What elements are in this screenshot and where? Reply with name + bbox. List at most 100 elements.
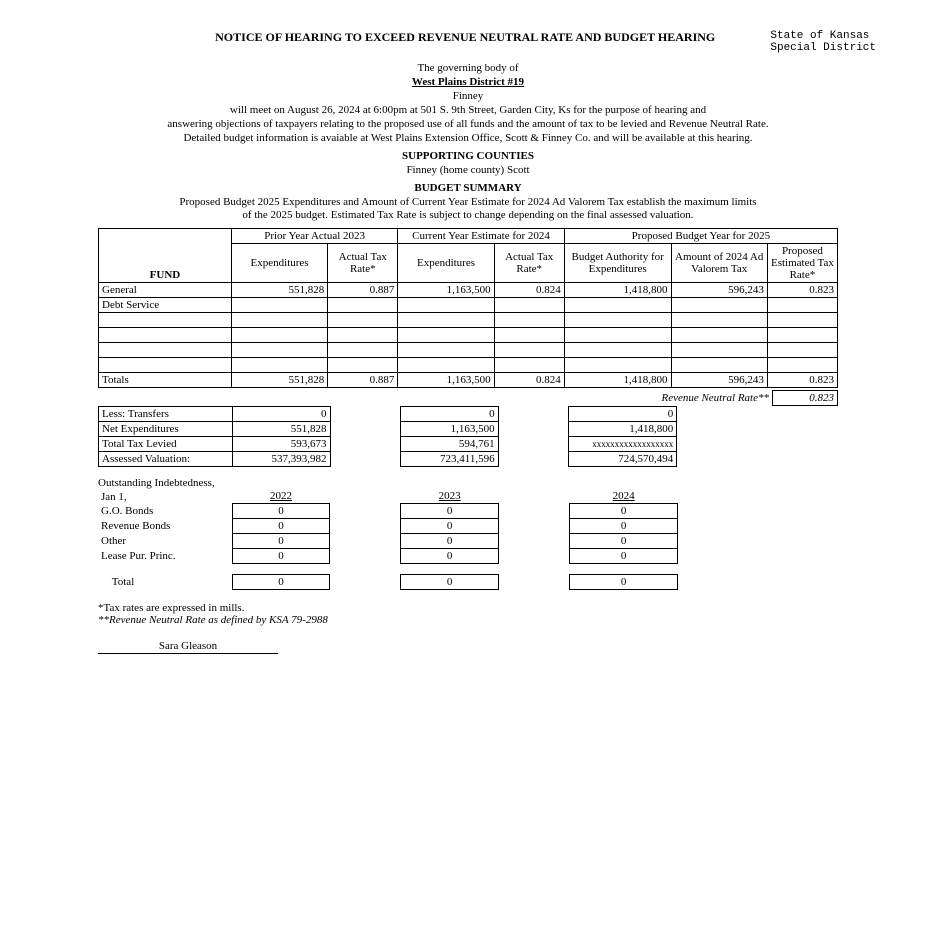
col-rate-24: Actual Tax Rate*: [494, 244, 564, 283]
cell: Assessed Valuation:: [99, 452, 233, 467]
meeting-line3: Detailed budget information is avaiable …: [60, 132, 876, 144]
cell: [564, 358, 671, 373]
cell: 551,828: [231, 283, 327, 298]
cell: [498, 422, 569, 437]
table-row: Debt Service: [99, 298, 838, 313]
cell: [328, 358, 398, 373]
indebt-total-row: Total 0 0 0: [98, 575, 838, 590]
budget-summary-head: BUDGET SUMMARY: [60, 182, 876, 194]
table-row: [99, 328, 838, 343]
col-exp-24: Expenditures: [398, 244, 494, 283]
col-prop-rate: Proposed Estimated Tax Rate*: [767, 244, 837, 283]
col-exp-23: Expenditures: [231, 244, 327, 283]
cell: [99, 328, 232, 343]
table-row: [99, 358, 838, 373]
cell: [398, 328, 494, 343]
cell: 0.823: [767, 283, 837, 298]
cell: Net Expenditures: [99, 422, 233, 437]
cell: 1,418,800: [564, 373, 671, 388]
table-row: Less: Transfers 0 0 0: [99, 407, 838, 422]
cell: [498, 452, 569, 467]
cell: [494, 328, 564, 343]
county-name: Finney: [60, 90, 876, 102]
cell: Lease Pur. Princ.: [98, 549, 232, 564]
cell: [498, 407, 569, 422]
cell: [398, 298, 494, 313]
governing-body-line: The governing body of: [60, 62, 876, 74]
cell: [231, 343, 327, 358]
indebtedness-block: Outstanding Indebtedness, Jan 1, 2022 20…: [98, 477, 838, 590]
footnote-2: **Revenue Neutral Rate as defined by KSA…: [98, 614, 838, 626]
cell: Other: [98, 534, 232, 549]
cell: [328, 313, 398, 328]
cell: 593,673: [233, 437, 330, 452]
cell: 0: [401, 549, 499, 564]
col-rate-23: Actual Tax Rate*: [328, 244, 398, 283]
footnotes: *Tax rates are expressed in mills. **Rev…: [98, 602, 838, 626]
table-row: Total Tax Levied 593,673 594,761 xxxxxxx…: [99, 437, 838, 452]
cell: 0: [233, 407, 330, 422]
cell: 0: [232, 575, 330, 590]
cell: [767, 298, 837, 313]
cell: [564, 313, 671, 328]
state-label: State of Kansas Special District: [770, 30, 876, 54]
cell: [767, 328, 837, 343]
cell: [231, 313, 327, 328]
cell: 0: [401, 534, 499, 549]
cell: 0: [401, 504, 499, 519]
cell: 0: [232, 534, 330, 549]
cell: [231, 328, 327, 343]
cell: [671, 358, 767, 373]
cell: [498, 437, 569, 452]
cell: 0: [401, 575, 499, 590]
cell: [330, 437, 401, 452]
table-row: Assessed Valuation: 537,393,982 723,411,…: [99, 452, 838, 467]
cell: 537,393,982: [233, 452, 330, 467]
footnote-1: *Tax rates are expressed in mills.: [98, 602, 838, 614]
group-proposed-year: Proposed Budget Year for 2025: [564, 229, 837, 244]
cell: 1,163,500: [401, 422, 498, 437]
signature-name: Sara Gleason: [98, 640, 278, 654]
header-row: NOTICE OF HEARING TO EXCEED REVENUE NEUT…: [60, 30, 876, 54]
meeting-line2: answering objections of taxpayers relati…: [60, 118, 876, 130]
summary-note-1: Proposed Budget 2025 Expenditures and Am…: [179, 196, 756, 208]
cell: 0: [401, 519, 499, 534]
table-row: Revenue Bonds 0 0 0: [98, 519, 838, 534]
cell: [494, 343, 564, 358]
cell: General: [99, 283, 232, 298]
cell: 596,243: [671, 373, 767, 388]
table-row: General 551,828 0.887 1,163,500 0.824 1,…: [99, 283, 838, 298]
cell: 1,418,800: [569, 422, 677, 437]
cell: 1,163,500: [398, 373, 494, 388]
cell: 724,570,494: [569, 452, 677, 467]
meeting-line1: will meet on August 26, 2024 at 6:00pm a…: [60, 104, 876, 116]
cell: 723,411,596: [401, 452, 498, 467]
cell: 0: [570, 549, 678, 564]
state-line2: Special District: [770, 42, 876, 54]
cell: 596,243: [671, 283, 767, 298]
cell: xxxxxxxxxxxxxxxxxx: [569, 437, 677, 452]
cell: [398, 343, 494, 358]
cell: [494, 298, 564, 313]
rnr-value: 0.823: [773, 391, 838, 406]
district-name: West Plains District #19: [60, 76, 876, 88]
rnr-row: Revenue Neutral Rate** 0.823: [98, 390, 838, 406]
group-current-year: Current Year Estimate for 2024: [398, 229, 564, 244]
totals-row: Totals 551,828 0.887 1,163,500 0.824 1,4…: [99, 373, 838, 388]
indebt-year: 2023: [401, 489, 499, 504]
cell: [677, 437, 838, 452]
cell: [564, 298, 671, 313]
cell: 0.823: [767, 373, 837, 388]
indebt-subtitle: Jan 1,: [98, 489, 232, 504]
cell: 0.824: [494, 373, 564, 388]
cell: 0.824: [494, 283, 564, 298]
cell: 1,418,800: [564, 283, 671, 298]
cell: Total Tax Levied: [99, 437, 233, 452]
cell: [328, 328, 398, 343]
cell: Total: [98, 575, 232, 590]
col-fund: FUND: [99, 229, 232, 283]
signature-block: Sara Gleason: [98, 640, 838, 654]
cell: 0: [570, 575, 678, 590]
cell: [677, 422, 838, 437]
state-line1: State of Kansas: [770, 30, 869, 42]
